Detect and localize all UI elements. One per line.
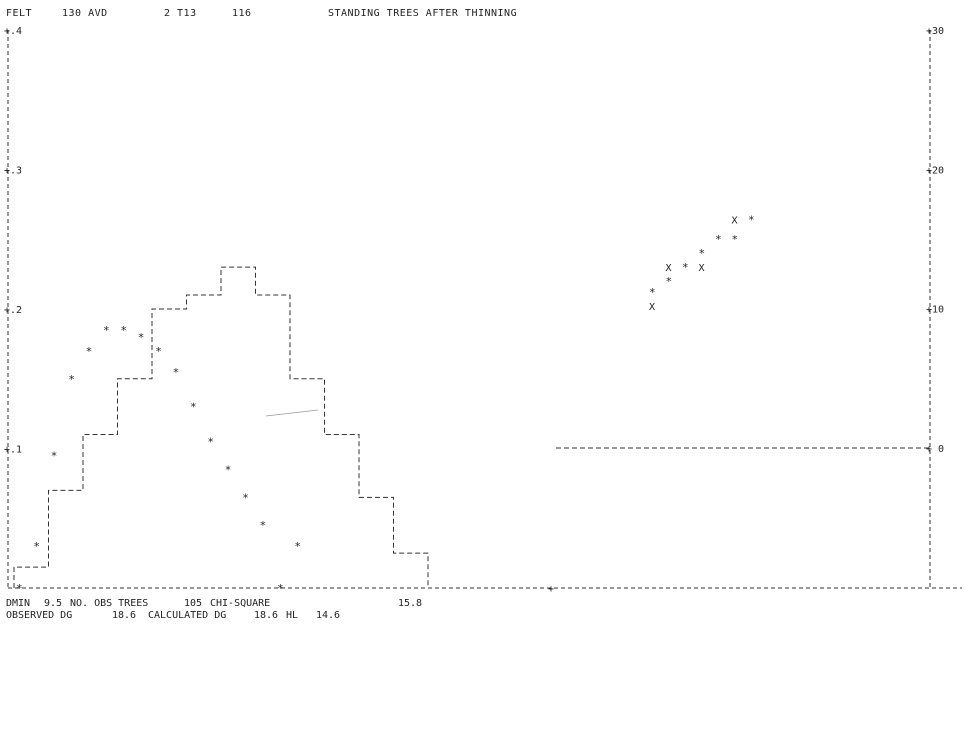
curve-asterisk: *	[86, 345, 93, 358]
right-y-tick-label: +30	[926, 26, 944, 37]
scatter-asterisk-marker: *	[715, 233, 722, 246]
header: FELT 130 AVD 2 T13 116 STANDING TREES AF…	[6, 8, 517, 74]
curve-asterisk: *	[120, 324, 127, 337]
calculated-dg-value: 18.6	[254, 610, 279, 621]
curve-asterisk: *	[190, 401, 197, 414]
scatter-asterisk-marker: *	[699, 247, 706, 260]
curve-asterisk: *	[68, 373, 75, 386]
curve-asterisk: *	[225, 463, 232, 476]
scatter-x-marker: X	[666, 263, 672, 274]
dmin-value: 9.5	[44, 598, 63, 609]
curve-asterisk: *	[16, 582, 23, 595]
scatter-x-marker: X	[699, 263, 705, 274]
histogram-step-line	[13, 266, 429, 588]
scatter-x-marker: X	[732, 215, 738, 226]
observed-dg-label: OBSERVED DG	[6, 610, 73, 621]
dmin-label: DMIN	[6, 598, 31, 609]
scatter-asterisk-marker: *	[732, 233, 739, 246]
curve-asterisk: *	[260, 519, 267, 532]
left-y-tick-label: +.3	[4, 166, 22, 177]
chi-square-label: CHI-SQUARE	[210, 598, 271, 609]
curve-asterisk: *	[294, 540, 301, 553]
scatter-asterisk-marker: *	[649, 286, 656, 299]
right-y-tick-label: +10	[926, 305, 944, 316]
left-y-tick-label: +.1	[4, 445, 22, 456]
scatter-asterisk-marker: *	[682, 261, 689, 274]
scatter-x-marker: X	[649, 302, 655, 313]
hl-value: 14.6	[316, 610, 341, 621]
curve-asterisk: *	[138, 331, 145, 344]
chart-area: ++.4+.3+.2+.1+30+20+10+ 0 ****** ********…	[4, 26, 962, 595]
curve-asterisk: *	[33, 540, 40, 553]
field-number: 130 AVD	[62, 8, 108, 19]
hl-label: HL	[286, 610, 299, 621]
curve-asterisk: *	[173, 366, 180, 379]
chart-frame: + +.4 +.3 +.2 +.1 +30 +20 +10 + 0	[4, 26, 962, 595]
chi-square-value: 15.8	[398, 598, 423, 609]
obs-trees-label: NO. OBS TREES	[70, 598, 149, 609]
left-y-tick-label: +.4	[4, 26, 22, 37]
stray-mark	[265, 409, 319, 417]
footer-stats: DMIN 9.5 NO. OBS TREES 105 CHI-SQUARE 15…	[6, 598, 422, 754]
observed-dg-value: 18.6	[112, 610, 137, 621]
curve-asterisk: *	[155, 345, 162, 358]
record-number: 116	[232, 8, 252, 19]
curve-asterisk: *	[103, 324, 110, 337]
field-label: FELT	[6, 8, 33, 19]
chart-title: STANDING TREES AFTER THINNING	[328, 8, 518, 19]
right-y-tick-label: + 0	[926, 444, 944, 455]
code-label: 2 T13	[164, 8, 197, 19]
scatter-asterisk-marker: *	[666, 275, 673, 288]
scatter-asterisk-marker: *	[748, 213, 755, 226]
curve-asterisk: *	[51, 449, 58, 462]
obs-trees-value: 105	[184, 598, 203, 609]
histogram-plot: * * * * * * * * * * * * * * * * *	[13, 266, 429, 595]
curve-asterisk: *	[207, 436, 214, 449]
scatter-plot: XX XX***** **	[649, 213, 755, 312]
calculated-dg-label: CALCULATED DG	[148, 610, 227, 621]
curve-asterisk: *	[277, 582, 284, 595]
x-axis-marker: +	[548, 584, 554, 595]
left-y-tick-label: +.2	[4, 305, 22, 316]
right-y-tick-label: +20	[926, 165, 944, 176]
curve-asterisk: *	[242, 491, 249, 504]
